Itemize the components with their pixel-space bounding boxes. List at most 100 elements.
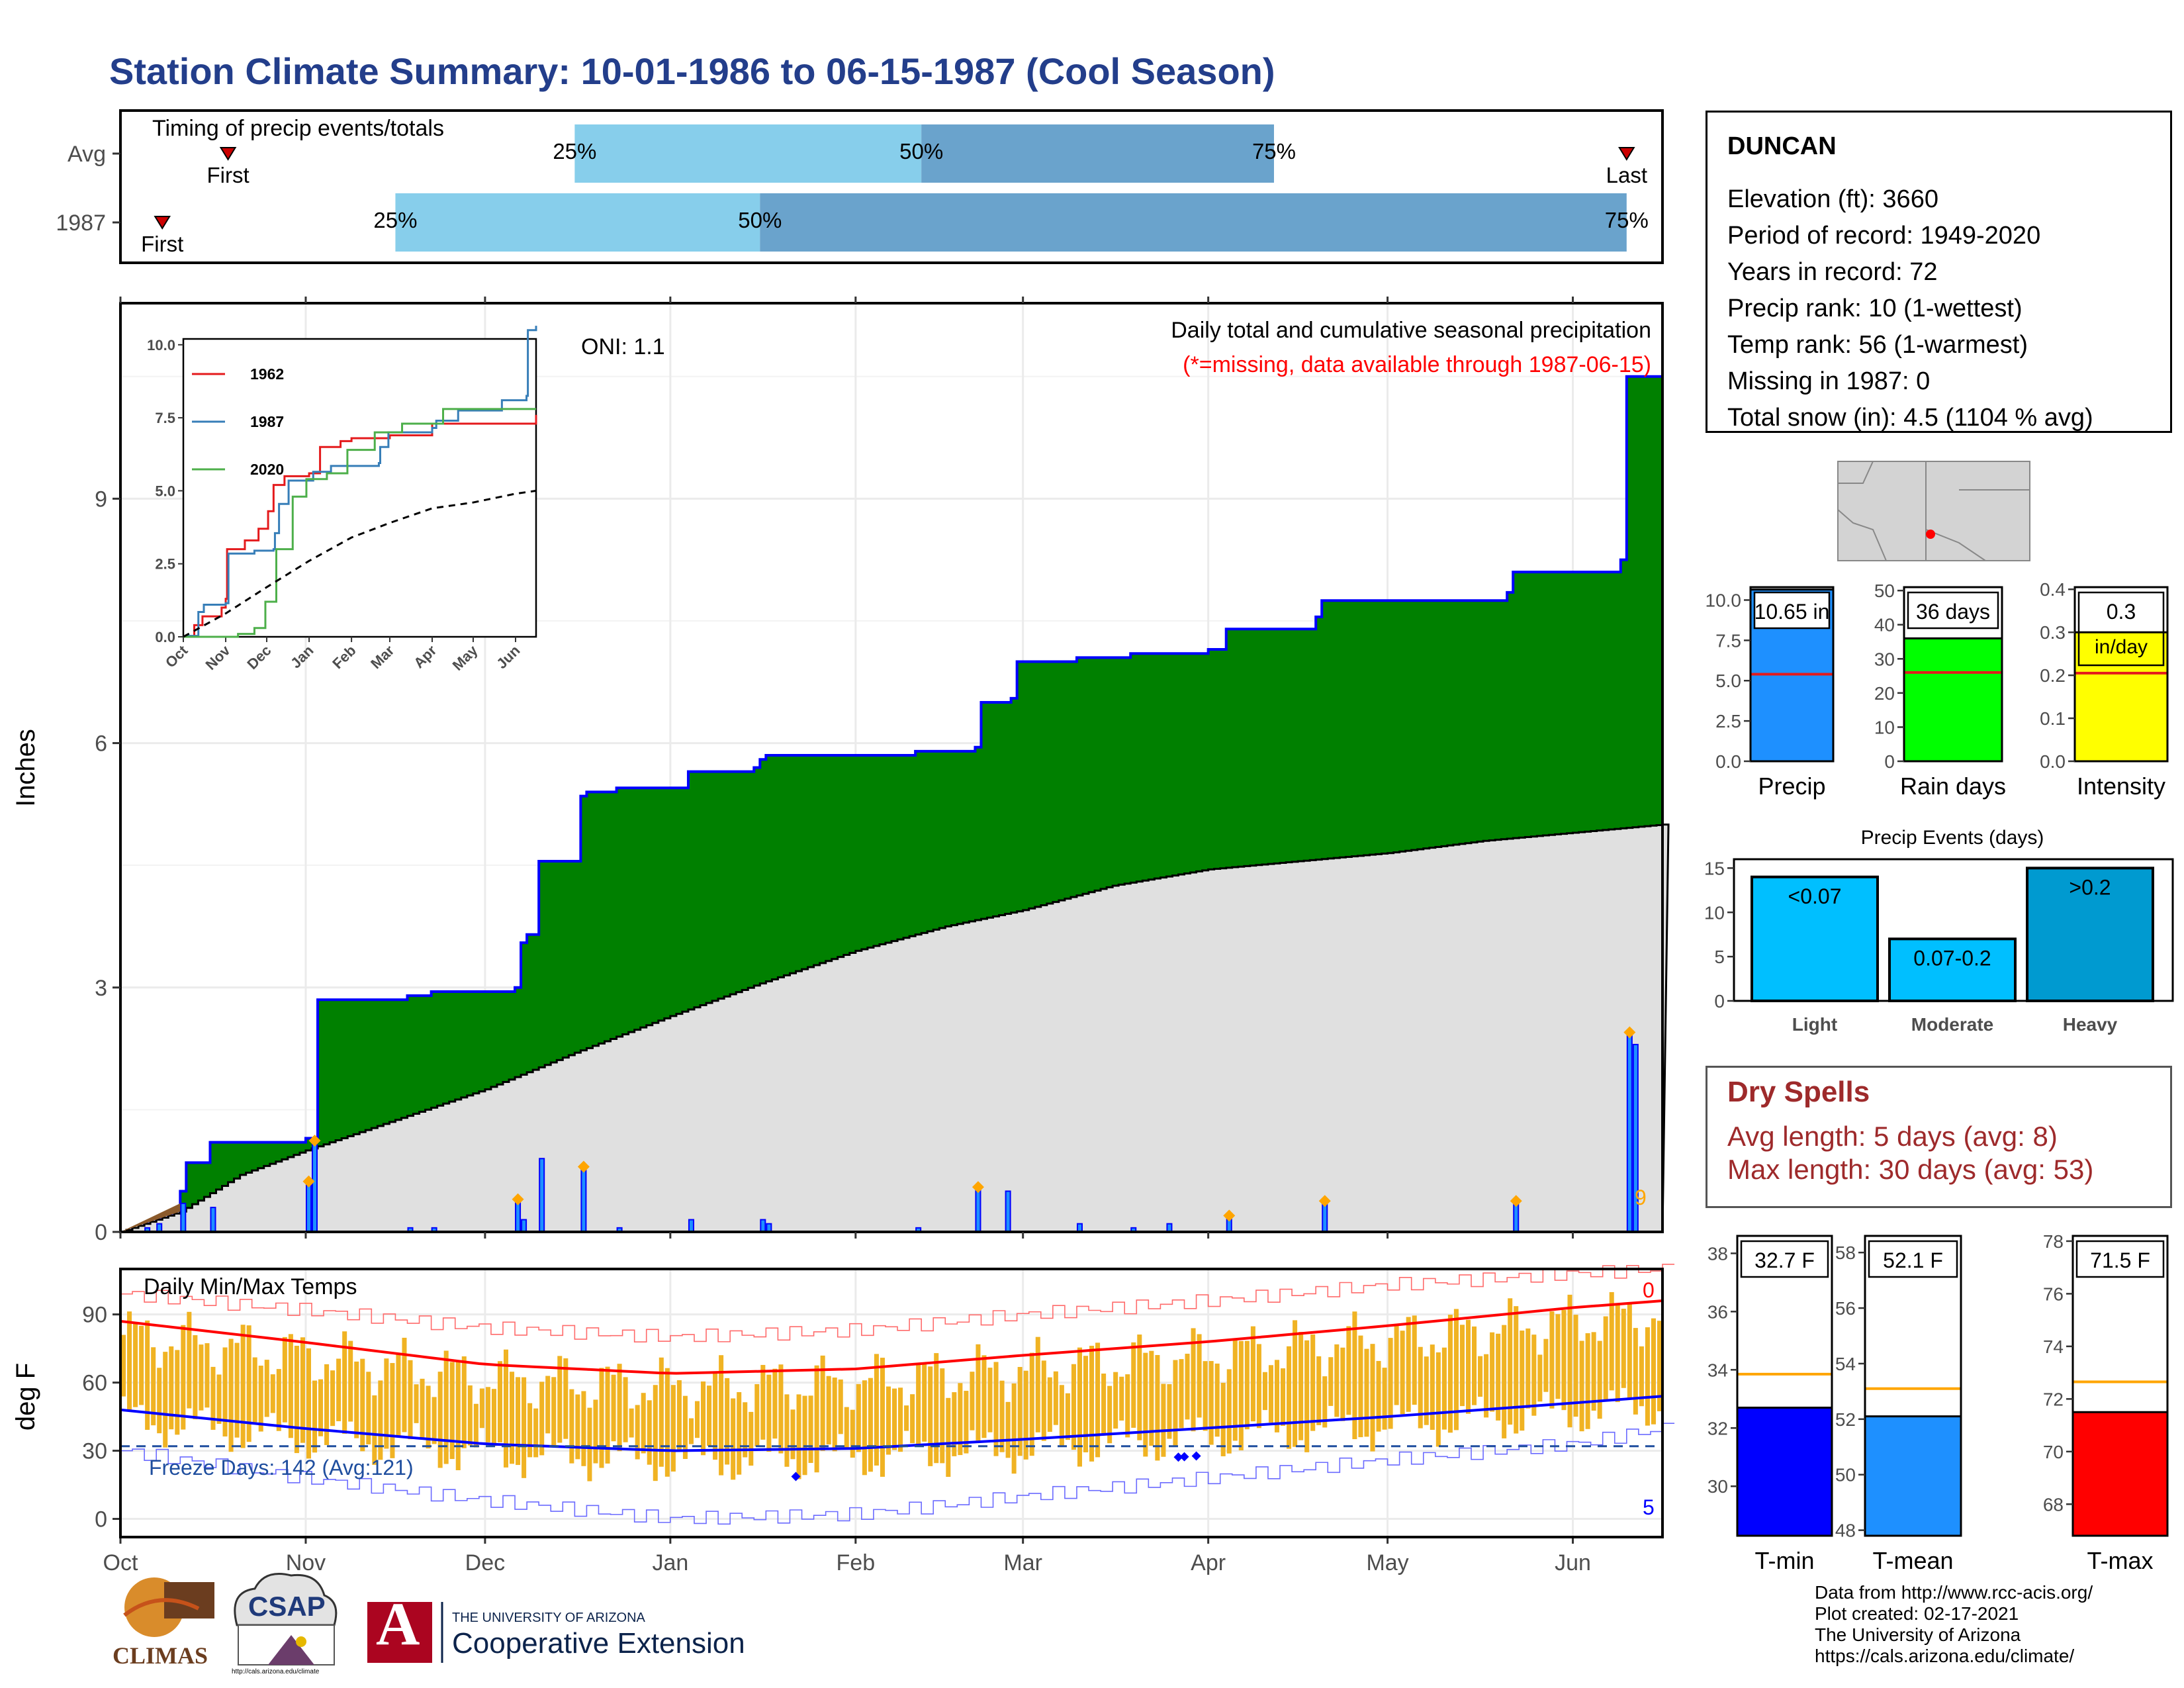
small-y-tick-label: 50: [1835, 1465, 1856, 1485]
daily-temp-bar: [796, 1394, 801, 1479]
daily-temp-bar: [682, 1395, 688, 1459]
daily-temp-bar: [862, 1380, 867, 1476]
daily-temp-bar: [139, 1325, 144, 1405]
daily-temp-bar: [432, 1397, 437, 1444]
daily-temp-bar: [1561, 1309, 1567, 1411]
events-y-tick-label: 0: [1714, 991, 1725, 1011]
tmin-xlabel: T-min: [1755, 1547, 1815, 1574]
daily-temp-bar: [1520, 1331, 1525, 1431]
daily-temp-bar: [306, 1348, 311, 1459]
daily-temp-bar: [1567, 1294, 1572, 1428]
daily-temp-bar: [1531, 1335, 1537, 1416]
avg-cumulative-area: [120, 823, 1670, 1233]
daily-temp-bar: [1113, 1372, 1118, 1429]
daily-temp-bar: [838, 1379, 843, 1434]
daily-temp-bar: [1029, 1352, 1034, 1456]
marked-day-diamond: [1510, 1195, 1522, 1207]
daily-temp-bar: [1603, 1316, 1608, 1401]
tmean-xlabel: T-mean: [1872, 1547, 1953, 1574]
daily-temp-bar: [163, 1352, 168, 1448]
daily-temp-bar: [1400, 1331, 1405, 1415]
daily-temp-bar: [1388, 1338, 1393, 1429]
daily-temp-bar: [193, 1335, 198, 1420]
daily-temp-bar: [372, 1395, 377, 1465]
daily-temp-bar: [993, 1362, 999, 1456]
rain_days-bar: [1903, 637, 2003, 763]
daily-temp-bar: [1304, 1340, 1310, 1452]
daily-temp-bar: [629, 1408, 634, 1438]
daily-temp-bar: [694, 1401, 700, 1438]
daily-precip-bar: [975, 1186, 981, 1233]
daily-temp-bar: [1508, 1298, 1513, 1425]
marked-day-diamond: [972, 1181, 984, 1194]
daily-temp-bar: [1502, 1325, 1507, 1438]
daily-temp-bar: [1053, 1371, 1058, 1425]
small-chart-frame: [2071, 1235, 2169, 1537]
daily-temp-bar: [222, 1347, 228, 1437]
daily-temp-bar: [808, 1395, 813, 1464]
daily-temp-bar: [1250, 1326, 1255, 1422]
daily-temp-bar: [676, 1380, 682, 1451]
daily-temp-bar: [1346, 1326, 1351, 1415]
small-y-tick-label: 0.0: [2040, 751, 2066, 772]
marked-count: 9: [1635, 1186, 1647, 1209]
daily-temp-bar: [1071, 1364, 1076, 1450]
daily-temp-bar: [1597, 1340, 1602, 1419]
daily-temp-bar: [1465, 1319, 1471, 1414]
daily-temp-bar: [1107, 1385, 1113, 1444]
daily-temp-bar: [497, 1361, 502, 1442]
daily-temp-bar: [623, 1377, 628, 1442]
daily-temp-bar: [1585, 1333, 1590, 1429]
temp-x-tick-label: Apr: [1191, 1550, 1226, 1575]
daily-temp-bar: [1591, 1332, 1596, 1411]
daily-temp-bar: [856, 1383, 861, 1452]
daily-temp-bar: [246, 1325, 251, 1442]
daily-temp-bar: [1035, 1336, 1040, 1432]
low-record-diamond: [1173, 1452, 1183, 1462]
small-y-tick-label: 50: [1874, 581, 1895, 601]
daily-temp-bar: [133, 1323, 138, 1407]
daily-temp-bar: [443, 1350, 449, 1464]
inset-legend-label: 1987: [250, 413, 284, 430]
small-y-tick-label: 30: [1707, 1476, 1728, 1497]
small-y-tick-label: 58: [1835, 1243, 1856, 1263]
timing-p75-label: 75%: [1252, 139, 1296, 164]
temp-x-tick-label: Oct: [103, 1550, 138, 1575]
daily-temp-bar: [1525, 1328, 1531, 1409]
daily-temp-bar: [1549, 1311, 1555, 1409]
daily-temp-bar: [402, 1337, 407, 1432]
daily-temp-bar: [1281, 1368, 1286, 1426]
small-y-tick-label: 70: [2043, 1442, 2064, 1462]
daily-temp-bar: [934, 1353, 939, 1464]
station-name: DUNCAN: [1727, 132, 1837, 160]
daily-temp-bar: [276, 1369, 281, 1431]
page-title: Station Climate Summary: 10-01-1986 to 0…: [109, 50, 1275, 92]
daily-temp-bar: [420, 1378, 425, 1440]
credits: Data from http://www.rcc-acis.org/ Plot …: [1815, 1582, 2093, 1667]
timing-panel: Avg25%50%75%FirstLast198725%50%75%FirstL…: [56, 109, 1755, 264]
daily-temp-bar: [1555, 1314, 1561, 1399]
small-y-tick-label: 0: [1884, 751, 1895, 772]
daily-temp-bar: [151, 1347, 156, 1426]
small-y-tick-label: 68: [2043, 1494, 2064, 1515]
daily-temp-bar: [1293, 1320, 1298, 1447]
y-tick-label: 9: [95, 487, 107, 512]
temp-x-tick-label: Nov: [286, 1550, 326, 1575]
daily-temp-bar: [510, 1372, 515, 1464]
inset-legend-label: 1962: [250, 365, 284, 383]
daily-temp-bar: [1478, 1356, 1483, 1397]
daily-temp-bar: [127, 1311, 132, 1410]
small-y-tick-label: 7.5: [1715, 630, 1741, 651]
temp-x-tick-label: Jan: [652, 1550, 688, 1575]
timing-bar-q25-q50: [395, 193, 760, 252]
daily-temp-bar: [952, 1392, 957, 1456]
daily-temp-bar: [1298, 1332, 1304, 1440]
intensity-value-label2: in/day: [2095, 636, 2148, 658]
daily-temp-bar: [1017, 1367, 1023, 1456]
temp-y-tick-label: 30: [82, 1439, 107, 1464]
low-record-diamond: [791, 1472, 801, 1481]
daily-precip-bar: [760, 1219, 766, 1233]
csap-url: http://cals.arizona.edu/climate: [232, 1668, 320, 1675]
daily-temp-bar: [360, 1358, 365, 1452]
daily-temp-bar: [1657, 1321, 1662, 1411]
